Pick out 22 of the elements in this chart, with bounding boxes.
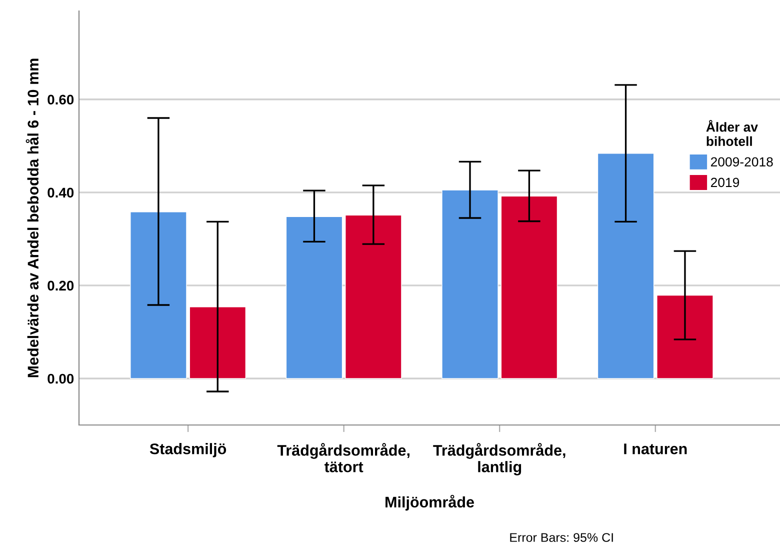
bar	[130, 212, 187, 379]
x-tick-label: Stadsmiljö	[150, 443, 226, 458]
legend-label: 2019	[710, 178, 740, 188]
y-tick-label: 0.60	[48, 94, 74, 105]
x-tick-label: Trädgårdsområde, lantlig	[433, 443, 566, 476]
x-tick-label: Trädgårdsområde, tätort	[277, 443, 410, 472]
legend-title: Ålder av bihotell	[706, 120, 758, 146]
y-axis-title: Medelvärde av Andel bebodda hål 6 - 10 mm	[26, 58, 39, 378]
text: Error Bars: 95% CI	[510, 533, 613, 542]
bar	[286, 216, 343, 379]
bar	[442, 190, 498, 379]
bar	[500, 196, 558, 379]
bar	[189, 306, 246, 379]
y-tick-label: 0.40	[48, 188, 74, 198]
bar	[656, 294, 714, 379]
bar	[597, 152, 654, 379]
bar	[345, 214, 402, 379]
x-axis-title: Miljöområde	[386, 494, 474, 511]
y-tick-label: 0.00	[48, 374, 74, 384]
legend-label: 2009-2018	[710, 157, 773, 167]
x-tick-label: I naturen	[624, 444, 687, 454]
y-tick-label: 0.20	[48, 280, 74, 291]
